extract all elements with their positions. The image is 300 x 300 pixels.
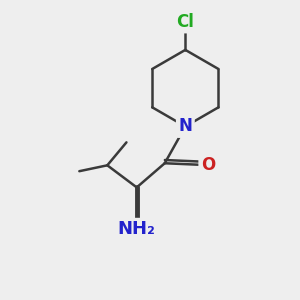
Text: Cl: Cl <box>176 13 194 31</box>
Text: N: N <box>178 117 192 135</box>
Text: O: O <box>201 156 215 174</box>
Text: NH₂: NH₂ <box>118 220 156 238</box>
